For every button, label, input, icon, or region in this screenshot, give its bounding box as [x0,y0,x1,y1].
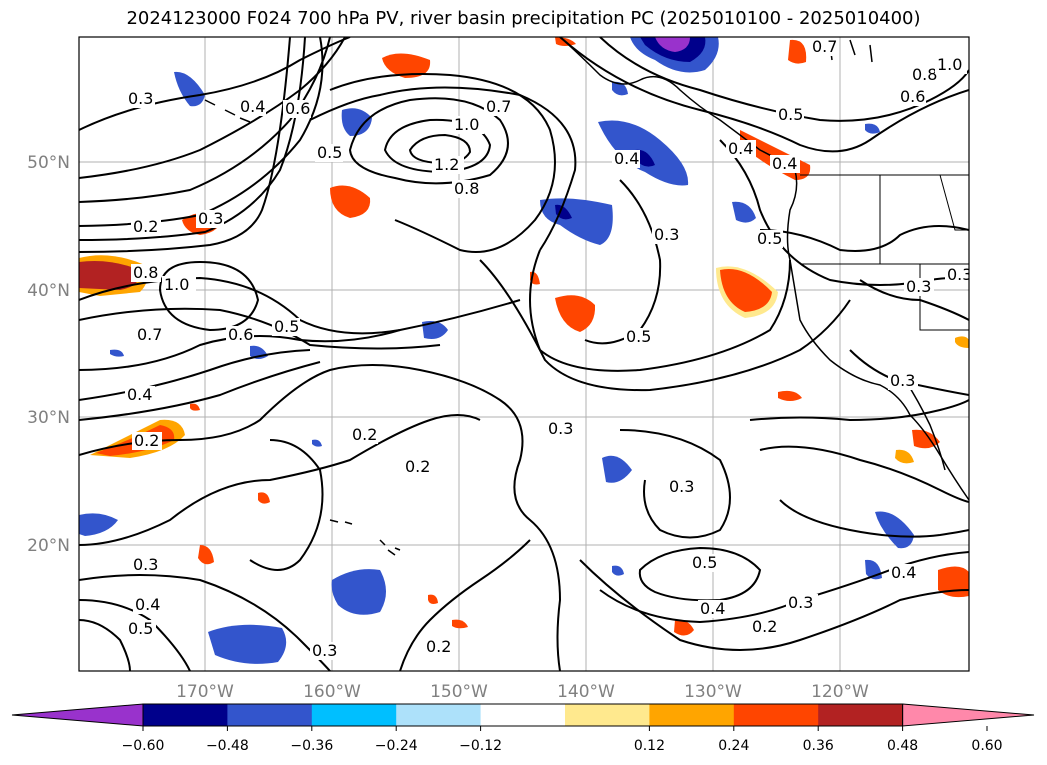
pv-contours [79,37,969,671]
colorbar-outline [142,703,904,727]
colorbar-extend-min [11,703,144,727]
contour-label: 0.3 [198,209,223,228]
contour-label: 0.7 [812,37,837,56]
colorbar-segment [143,704,228,726]
contour-label: 0.4 [728,139,753,158]
contour-label: 0.5 [757,229,782,248]
contour-label: 0.5 [274,317,299,336]
map-title: 2024123000 F024 700 hPa PV, river basin … [126,8,921,29]
colorbar-segment [733,704,819,726]
colorbar-segments [11,703,1035,727]
colorbar-tick-label: 0.48 [887,738,918,754]
contour-label: 0.2 [426,637,451,656]
contour-label: 0.4 [240,97,265,116]
contour-label: 0.8 [912,65,937,84]
contour-label: 0.6 [900,87,925,106]
colorbar-tick-label: −0.12 [459,738,502,754]
contour-label: 0.2 [352,425,377,444]
longitude-labels: 170°W 160°W 150°W 140°W 130°W 120°W [176,682,869,702]
lat-label-50n: 50°N [27,153,70,173]
lon-label-160w: 160°W [303,682,361,702]
contour-label: 0.5 [692,553,717,572]
contour-label: 0.3 [906,277,931,296]
contour-label: 0.3 [669,477,694,496]
colorbar-tick-label: −0.24 [375,738,418,754]
contour-label: 0.3 [890,371,915,390]
contour-label: 0.2 [752,617,777,636]
lon-label-140w: 140°W [557,682,615,702]
contour-label: 0.3 [128,89,153,108]
colorbar-ticks: −0.60 −0.48 −0.36 −0.24 −0.12 0.12 0.24 0.36 0.4… [122,726,1003,754]
contour-label: 1.0 [164,275,189,294]
contour-label: 0.6 [285,99,310,118]
lon-label-130w: 130°W [684,682,742,702]
colorbar-segment [565,704,650,726]
colorbar-segment [396,704,482,726]
lat-label-30n: 30°N [27,408,70,428]
latitude-labels: 50°N 40°N 30°N 20°N [27,153,70,556]
lon-label-170w: 170°W [176,682,234,702]
colorbar-extend-max [902,703,1035,727]
contour-label: 0.4 [135,595,160,614]
contour-label: 0.6 [228,325,253,344]
contour-label: 0.5 [128,619,153,638]
contour-label: 0.2 [134,431,159,450]
colorbar-segment [818,704,904,726]
contour-label: 0.5 [626,327,651,346]
map-border [78,36,970,672]
contour-label: 0.3 [312,641,337,660]
contour-label: 0.3 [788,593,813,612]
contour-label: 0.2 [405,457,430,476]
lat-label-20n: 20°N [27,536,70,556]
contour-label: 0.5 [778,105,803,124]
contour-label: 0.7 [486,97,511,116]
colorbar-segment [227,704,313,726]
contour-label: 0.3 [548,419,573,438]
contour-label: 1.0 [454,115,479,134]
colorbar-tick-label: 0.12 [634,738,665,754]
colorbar-tick-label: 0.36 [803,738,834,754]
colorbar-segment [480,704,566,726]
contour-label: 0.4 [614,149,639,168]
lon-label-150w: 150°W [430,682,488,702]
contour-label: 0.3 [947,265,972,284]
map-frame-background [79,37,969,671]
contour-label: 0.4 [772,154,797,173]
contour-label: 1.0 [937,55,962,74]
contour-label: 1.2 [434,155,459,174]
contour-label: 0.8 [133,263,158,282]
colorbar: −0.60 −0.48 −0.36 −0.24 −0.12 0.12 0.24 0.36 0.4… [11,703,1035,754]
lat-label-40n: 40°N [27,281,70,301]
colorbar-segment [649,704,735,726]
contour-label: 0.8 [454,179,479,198]
contour-label: 0.7 [137,325,162,344]
colorbar-tick-label: −0.36 [290,738,333,754]
contour-label: 0.4 [127,385,152,404]
colorbar-tick-label: 0.60 [971,738,1002,754]
contour-labels: 0.3 0.4 0.6 0.5 0.7 1.0 1.2 0.8 0.4 0.3 … [125,37,972,660]
precipitation-anomalies [79,37,969,664]
colorbar-tick-label: −0.48 [206,738,249,754]
contour-label: 0.4 [891,563,916,582]
colorbar-tick-label: −0.60 [122,738,165,754]
lon-label-120w: 120°W [811,682,869,702]
contour-label: 0.3 [133,555,158,574]
contour-label: 0.4 [700,599,725,618]
contour-label: 0.3 [654,225,679,244]
colorbar-segment [311,704,397,726]
contour-label: 0.2 [133,217,158,236]
contour-label: 0.5 [317,143,342,162]
colorbar-tick-label: 0.24 [718,738,749,754]
